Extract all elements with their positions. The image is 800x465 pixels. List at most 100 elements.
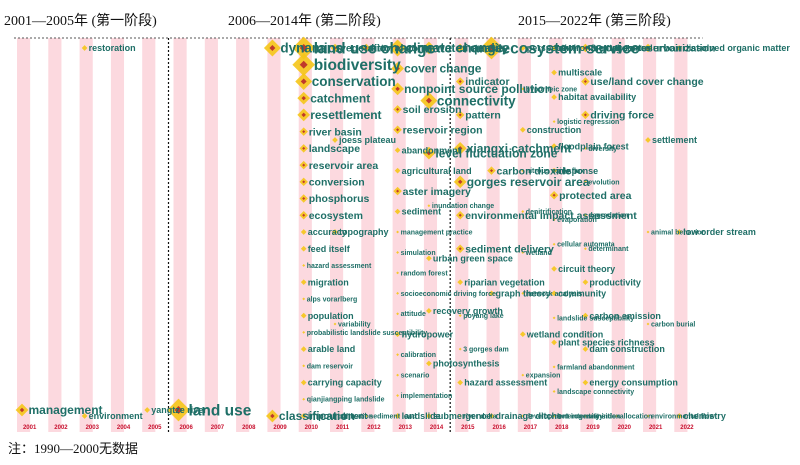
keyword-node <box>552 120 556 124</box>
keyword-label: soil erosion <box>403 104 462 116</box>
keyword-node <box>426 308 432 314</box>
keyword-label: transition <box>588 413 620 420</box>
keyword-label: cover change <box>404 62 482 76</box>
keyword-label: low order stream <box>683 227 756 237</box>
keyword-label: landslide <box>402 411 441 421</box>
keyword-label: scenario <box>401 373 430 380</box>
keyword-node <box>426 360 432 367</box>
keyword-node <box>394 147 401 154</box>
keyword-label: ecosystem service <box>502 40 640 57</box>
year-tick-label: 2013 <box>399 425 413 431</box>
keyword-label: chemistry <box>683 411 726 421</box>
keyword-node <box>332 137 338 143</box>
keyword-label: dam reservoir <box>307 363 354 370</box>
keyword-node <box>457 379 464 386</box>
keyword-node-core <box>458 213 462 217</box>
keyword-label: circuit theory <box>558 264 615 274</box>
keyword-label: wetland <box>525 250 552 257</box>
keyword-label: diversity <box>588 146 617 153</box>
keyword-label: hyporheic zone <box>526 86 577 93</box>
keyword-node <box>615 414 619 418</box>
keyword-label: vegetation <box>340 43 393 55</box>
keyword-node <box>396 373 400 377</box>
keyword-node <box>519 45 526 51</box>
keyword-node <box>521 210 525 213</box>
keyword-node <box>552 365 556 369</box>
keyword-node <box>646 322 650 326</box>
keyword-node <box>458 347 462 351</box>
keyword-label: cultivation <box>338 413 373 420</box>
keyword-node <box>583 247 587 251</box>
keyword-node <box>427 204 431 208</box>
year-tick-label: 2005 <box>148 425 162 431</box>
keyword-node <box>582 279 589 286</box>
keyword-label: reservoir region <box>403 124 483 136</box>
keyword-label: floodplain forest <box>558 141 629 151</box>
keyword-label: indicator <box>465 76 509 88</box>
keyword-label: intensity <box>465 43 508 55</box>
keyword-node <box>646 230 650 234</box>
keyword-label: sediment <box>402 207 442 217</box>
keyword-node-core <box>301 95 306 101</box>
keyword-label: environmental flow <box>651 413 715 420</box>
year-band <box>173 38 187 432</box>
keyword-node <box>458 414 462 418</box>
keyword-label: riparian vegetation <box>464 277 545 287</box>
keyword-label: animal behavior <box>651 229 705 236</box>
year-tick-label: 2019 <box>586 425 600 431</box>
keyword-label: connectivity <box>437 93 516 108</box>
year-band <box>330 38 344 432</box>
keyword-node <box>302 364 306 368</box>
keyword-label: landscape connectivity <box>557 389 634 396</box>
keyword-label: nonpoint source pollution <box>404 82 552 96</box>
keyword-label: 3 gorges dam <box>463 347 509 354</box>
keyword-node <box>394 331 401 338</box>
keyword-label: evolution <box>588 179 619 186</box>
keyword-node-core <box>490 169 493 173</box>
keyword-node <box>458 314 462 318</box>
keyword-node <box>551 339 557 346</box>
keyword-label: productivity <box>589 277 641 287</box>
keyword-node <box>583 180 587 184</box>
keyword-node <box>396 394 400 397</box>
year-band <box>17 38 31 432</box>
keyword-node <box>300 346 307 352</box>
keyword-node-core <box>426 150 432 156</box>
keyword-label: hazard assessment <box>307 263 372 270</box>
keyword-node <box>552 390 556 393</box>
keyword-node <box>551 290 557 297</box>
year-tick-label: 2011 <box>336 425 350 431</box>
year-band <box>236 38 250 432</box>
keyword-label: calibration <box>401 352 436 359</box>
keyword-label: abandonment <box>402 145 461 155</box>
keyword-node <box>583 213 587 217</box>
keyword-label: habitat availability <box>558 92 636 102</box>
keyword-node <box>582 312 589 319</box>
year-tick-label: 2014 <box>430 425 444 431</box>
keyword-node <box>394 167 401 174</box>
keyword-node <box>396 251 400 254</box>
keyword-label: attitude <box>401 311 426 318</box>
keyword-node <box>551 265 557 272</box>
keyword-label: impoundment <box>308 411 368 421</box>
keyword-label: 3 gorges reservoir <box>590 43 682 55</box>
keyword-label: allocation <box>620 413 653 420</box>
keyword-label: logistic regression <box>557 119 619 126</box>
keyword-label: agricultural land <box>402 166 472 176</box>
keyword-label: wetland condition <box>526 329 604 339</box>
keyword-node <box>300 312 307 319</box>
keyword-node <box>396 312 400 316</box>
keyword-label: population <box>308 311 354 321</box>
keyword-label: alps vorarlberg <box>307 296 358 303</box>
keyword-node <box>488 413 495 419</box>
keyword-label: construction <box>527 125 582 135</box>
keyword-label: yangtze river <box>151 405 207 415</box>
keyword-node <box>394 208 401 215</box>
keyword-node <box>333 322 337 326</box>
year-band <box>298 38 312 432</box>
keyword-node <box>552 316 556 320</box>
keyword-label: sediment load <box>369 413 416 420</box>
keyword-node <box>396 353 400 357</box>
keyword-label: carbon dioxide <box>497 165 572 177</box>
